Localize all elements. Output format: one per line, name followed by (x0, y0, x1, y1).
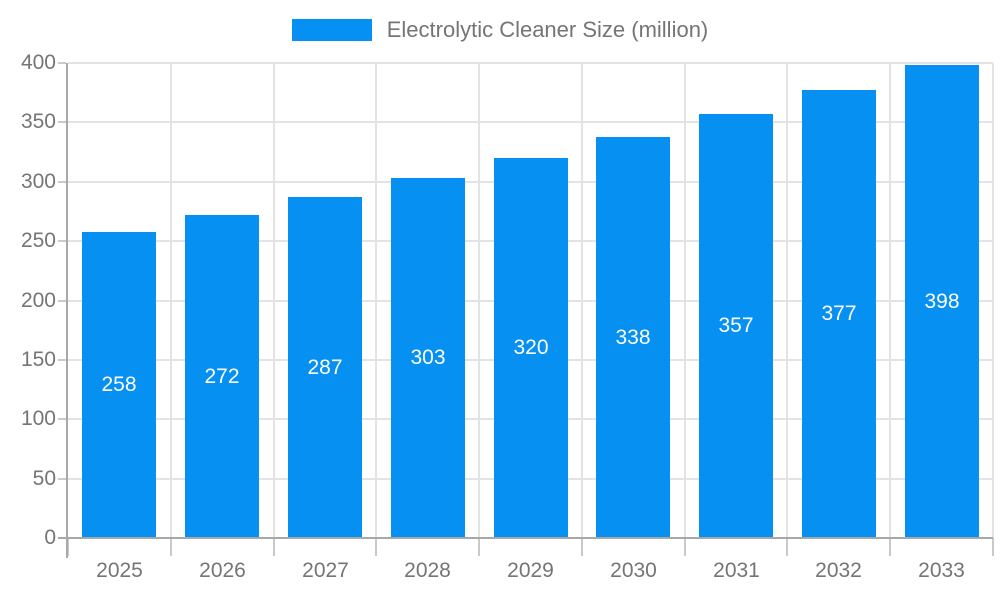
bar: 377 (802, 90, 876, 538)
bar: 357 (699, 114, 773, 538)
legend-label: Electrolytic Cleaner Size (million) (386, 17, 709, 42)
y-tick-label: 100 (20, 407, 56, 431)
x-tick (273, 538, 275, 556)
x-tick (170, 538, 172, 556)
x-tick-label: 2033 (918, 559, 965, 582)
y-tick-label: 350 (20, 110, 56, 134)
y-tick-label: 300 (20, 169, 56, 193)
x-tick-label: 2029 (507, 559, 554, 582)
y-tick (58, 121, 66, 124)
x-gridline (478, 63, 480, 538)
bar: 258 (82, 232, 156, 538)
bar: 338 (596, 137, 670, 538)
bar: 398 (905, 65, 979, 538)
x-tick-label: 2032 (815, 559, 862, 582)
x-tick (375, 538, 377, 556)
bar-value-label: 303 (410, 346, 446, 369)
chart-legend[interactable]: Electrolytic Cleaner Size (million) (0, 17, 1000, 43)
y-axis-line (66, 63, 68, 558)
x-gridline (273, 63, 275, 538)
x-tick (581, 538, 583, 556)
x-gridline (786, 63, 788, 538)
x-gridline (889, 63, 891, 538)
y-tick-label: 250 (20, 229, 56, 253)
y-tick (58, 477, 66, 480)
bar: 320 (494, 158, 568, 538)
y-tick (58, 62, 66, 64)
x-gridline (992, 63, 994, 538)
x-tick (786, 538, 788, 556)
x-tick-label: 2028 (404, 559, 451, 582)
bar-value-label: 338 (615, 325, 651, 349)
x-tick-label: 2025 (96, 559, 143, 582)
bar: 287 (288, 197, 362, 538)
y-tick (58, 358, 66, 361)
bar-value-label: 320 (513, 336, 549, 359)
y-tick-label: 400 (20, 51, 56, 74)
y-gridline (68, 121, 993, 124)
x-tick (992, 538, 994, 556)
x-gridline (581, 63, 583, 538)
bar-value-label: 357 (718, 314, 754, 337)
y-tick (58, 180, 66, 183)
x-tick (67, 538, 69, 556)
y-tick (58, 299, 66, 302)
x-tick-label: 2031 (713, 559, 760, 582)
y-tick (58, 240, 66, 243)
x-gridline (684, 63, 686, 538)
x-tick (889, 538, 891, 556)
y-tick-label: 150 (20, 347, 56, 371)
bar-value-label: 258 (101, 373, 137, 396)
y-gridline (68, 62, 993, 64)
y-tick-label: 200 (20, 288, 56, 312)
x-tick (684, 538, 686, 556)
bar-value-label: 398 (924, 289, 960, 313)
bar-value-label: 377 (821, 302, 857, 325)
bar-value-label: 272 (204, 364, 240, 388)
x-axis-line (58, 537, 993, 539)
legend-swatch (291, 19, 372, 41)
x-tick-label: 2030 (610, 559, 657, 582)
x-gridline (170, 63, 172, 538)
bar-value-label: 287 (307, 355, 343, 379)
y-tick-label: 0 (44, 526, 56, 549)
x-tick-label: 2026 (199, 559, 246, 582)
x-tick (478, 538, 480, 556)
y-tick-label: 50 (32, 466, 56, 490)
y-tick (58, 418, 66, 421)
plot-area: 258 272 287 303 320 338 357 377 398 (68, 62, 994, 538)
x-tick-label: 2027 (302, 559, 349, 582)
bar: 272 (185, 215, 259, 538)
bar: 303 (391, 178, 465, 538)
x-gridline (375, 63, 377, 538)
